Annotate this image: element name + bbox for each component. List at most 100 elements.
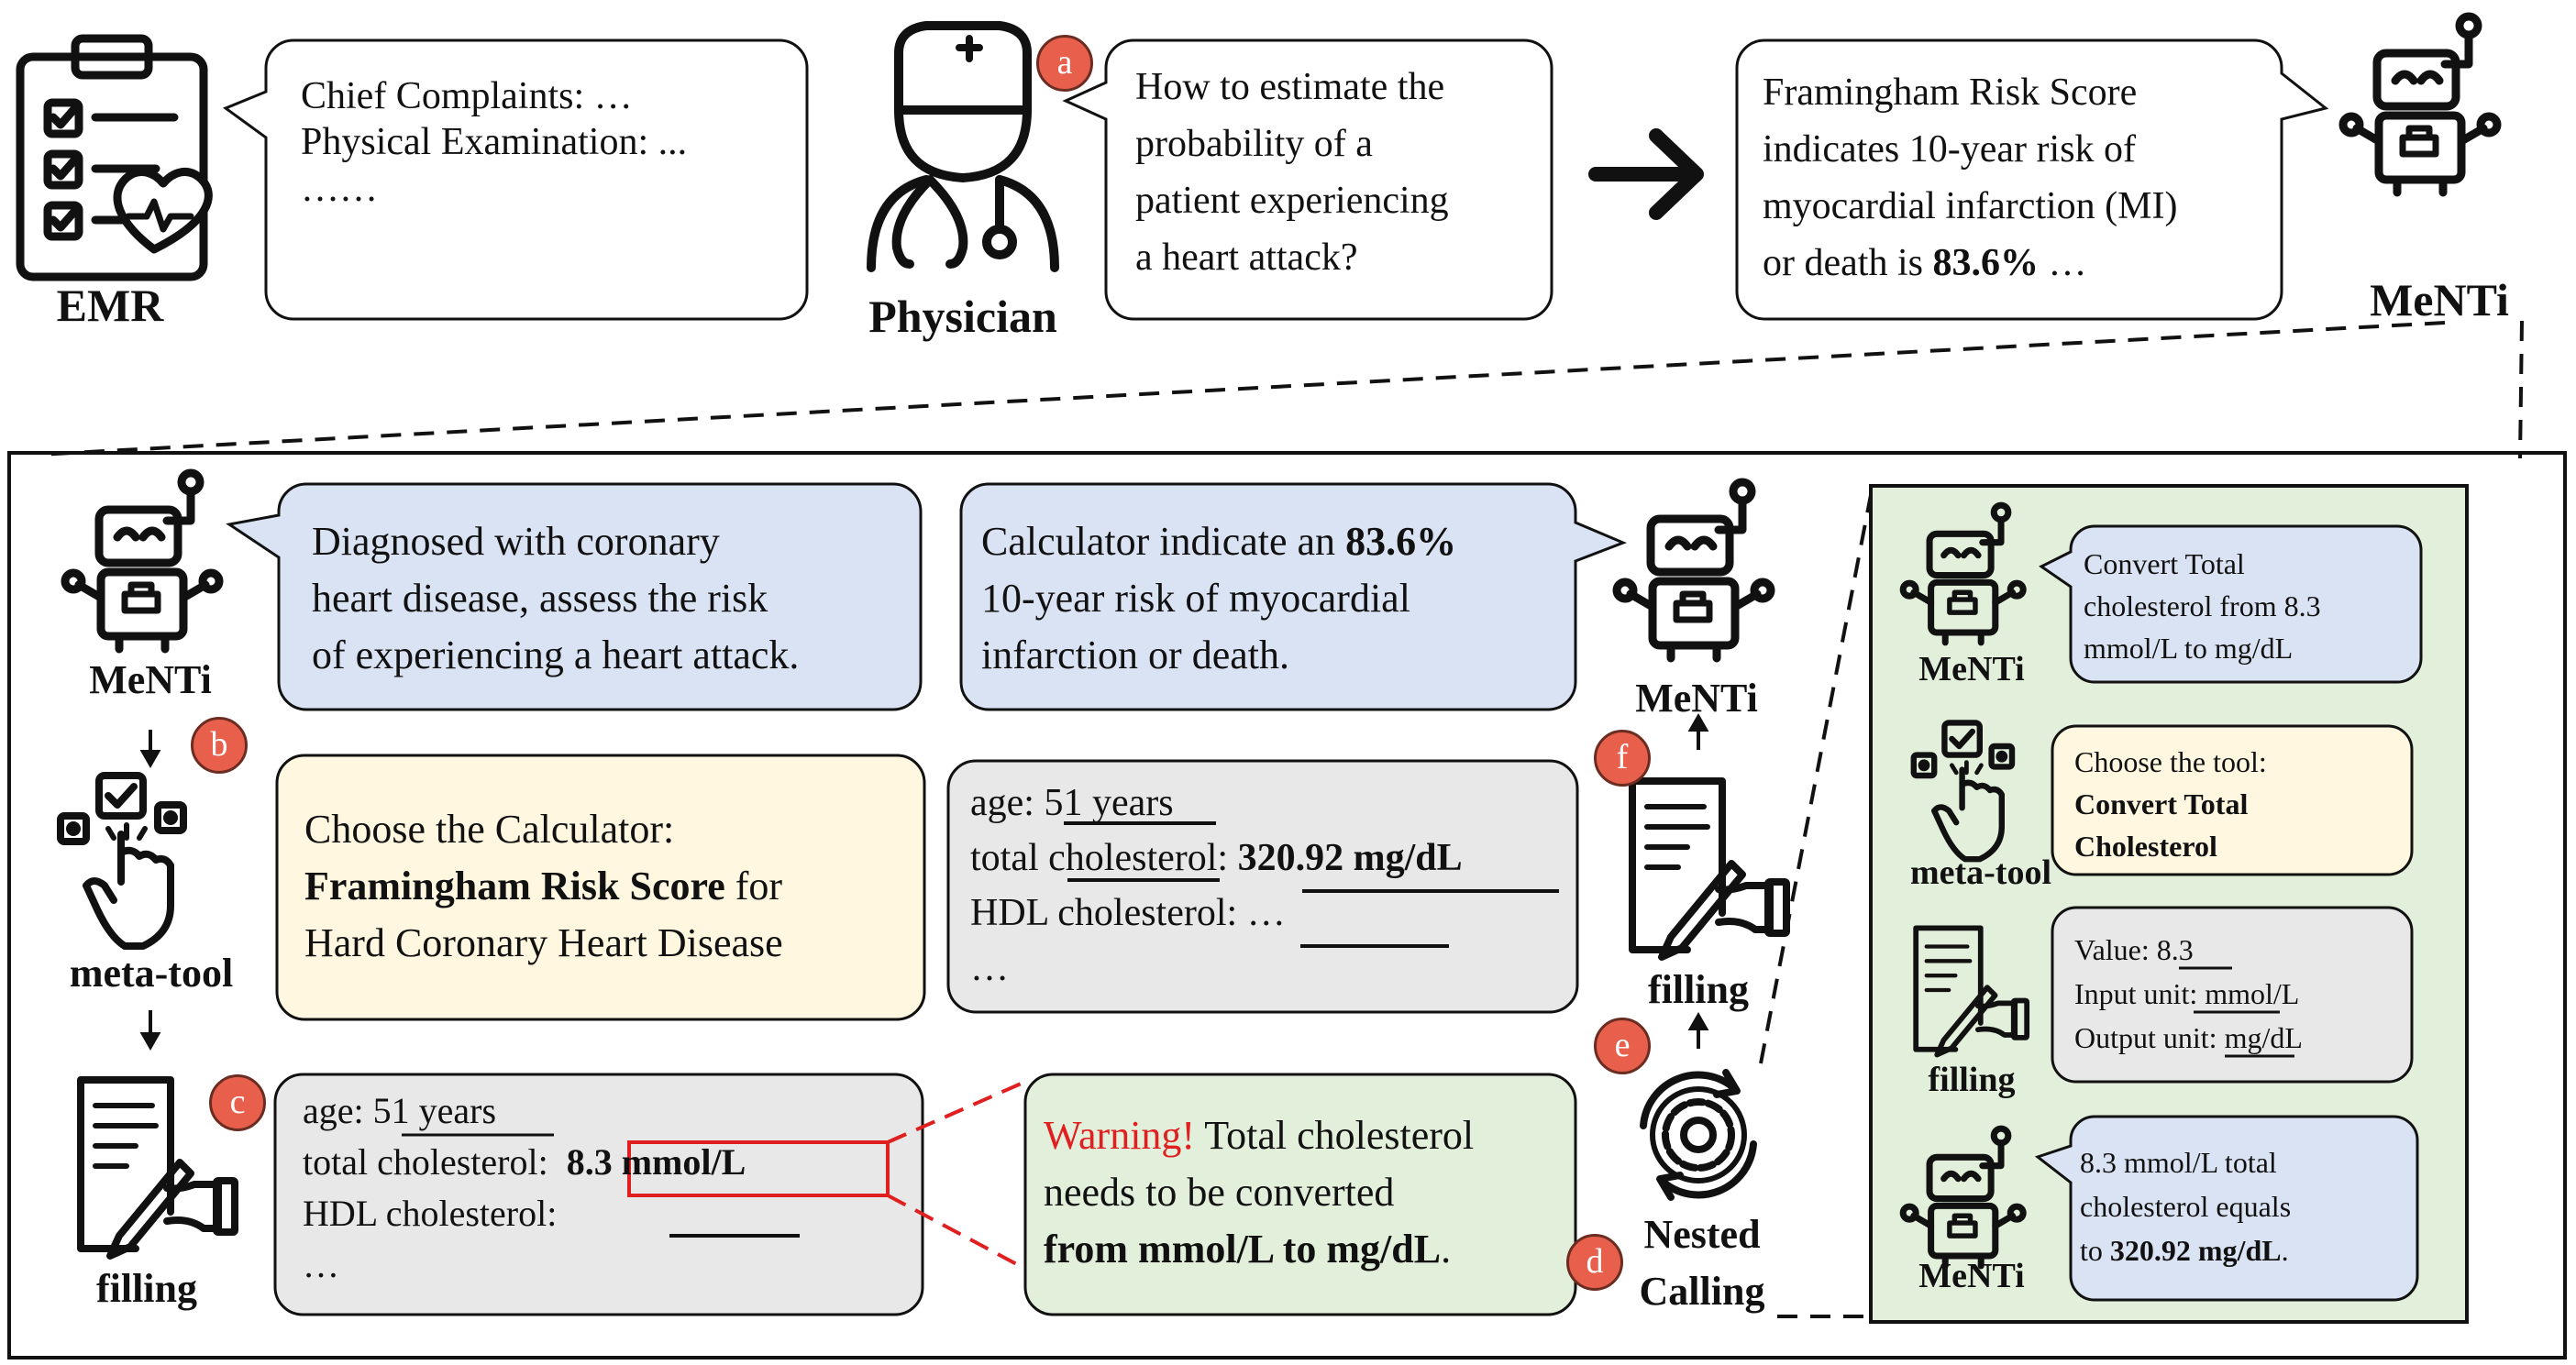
warning-line: from mmol/L to mg/dL. [1044,1221,1474,1278]
output-unit-row: Output unit: mg/dL [2074,1016,2303,1060]
main-frame [7,451,2567,1359]
chol-label: total cholesterol: [970,837,1238,879]
flow-arrow [1687,712,1709,1049]
output-unit-label: Output unit: [2074,1021,2225,1054]
emr-bubble-shape [222,39,809,321]
filling-label: filling [1928,1061,2016,1099]
filling-icon [1632,781,1786,957]
question-line: patient experiencing [1135,180,1449,222]
nested-calling-line: Nested [1643,1212,1761,1257]
meta-tool-icon [61,776,183,946]
physician-icon [867,21,1059,272]
fill-more: … [303,1244,339,1285]
result-text: Calculator indicate an 83.6% 10-year ris… [981,513,1456,684]
nested-result-end: . [2281,1234,2289,1267]
menti-label: MeNTi [2370,274,2509,325]
calculator-name: Framingham Risk Score [304,864,725,908]
nested-calling-label: Nested Calling [1610,1206,1794,1320]
menti-label: MeNTi [1918,650,2025,688]
result-bubble-shape [959,482,1628,711]
menti-label: MeNTi [1635,676,1758,721]
convert-request-text: Convert Total cholesterol from 8.3 mmol/… [2084,543,2321,669]
step-badge-d: d [1566,1234,1623,1291]
connector-line [887,1080,1026,1271]
warning-bubble [1023,1073,1577,1316]
nested-result-prefix: to [2080,1234,2110,1267]
hdl-value: … [1246,892,1286,934]
choose-calculator-bubble [275,754,926,1021]
answer-prefix: or death is [1763,242,1933,284]
warning-end: . [1441,1227,1452,1271]
menti-robot-icon [2343,17,2497,193]
emr-line: Chief Complaints: … [301,75,633,117]
underline [1064,821,1559,948]
emr-bubble-text: Chief Complaints: … Physical Examination… [301,73,687,212]
zoom-line [38,320,2524,459]
input-unit-label: Input unit: [2074,977,2206,1010]
flow-arrow [139,730,161,1051]
convert-line: Convert Total [2084,547,2245,580]
warning-bold: from mmol/L to mg/dL [1044,1227,1442,1271]
emr-line: Physical Examination: ... [301,121,688,164]
emr-clipboard-icon [16,34,213,281]
fill-chol-row: total cholesterol: 8.3 mmol/L [303,1137,746,1188]
nested-calling-gear-icon [1643,1073,1753,1197]
choose-tool-line: Choose the tool: [2074,745,2267,778]
filling-label: filling [95,1266,198,1311]
choose-calc-line: Choose the Calculator: [304,807,675,852]
fill-hdl-row: HDL cholesterol: [303,1188,746,1239]
fill-age-row: age: 51 years [970,776,1463,831]
step-badge-b: b [191,717,248,774]
value-value: 8.3 [2156,933,2194,966]
choose-calc-line: Hard Coronary Heart Disease [304,920,783,965]
question-line: How to estimate the [1135,66,1445,108]
hdl-label: HDL cholesterol: [970,892,1247,934]
chol-value: 320.92 mg/dL [1237,837,1463,879]
warning-line: Warning! Total cholesterol [1044,1107,1474,1164]
nested-result-text: 8.3 mmol/L total cholesterol equals to 3… [2080,1140,2291,1272]
meta-tool-label: meta-tool [1909,853,2052,892]
question-text: How to estimate the probability of a pat… [1135,59,1449,286]
age-value: 51 years [372,1090,497,1131]
nested-filling-bubble [2051,906,2414,1084]
choose-tool-text: Choose the tool: Convert Total Cholester… [2074,741,2267,867]
value-row: Value: 8.3 [2074,928,2303,972]
output-unit-value: mg/dL [2224,1021,2303,1054]
diagnosis-text: Diagnosed with coronary heart disease, a… [312,513,799,684]
age-value: 51 years [1044,782,1174,824]
answer-line: or death is 83.6% … [1763,235,2177,292]
input-unit-value: mmol/L [2205,977,2300,1010]
age-label: age: [970,782,1045,824]
warning-word: Warning! [1044,1113,1196,1158]
chol-value: 8.3 mmol/L [566,1141,746,1183]
physician-label: Physician [868,291,1057,342]
answer-bubble-shape [1735,39,2329,321]
question-bubble-shape [1062,39,1553,321]
menti-label: MeNTi [1918,1257,2025,1295]
nested-result-line: 8.3 mmol/L total [2080,1146,2277,1179]
nested-result-line: cholesterol equals [2080,1190,2292,1223]
tool-name: Convert Total [2074,787,2249,820]
diagnosis-line: heart disease, assess the risk [312,576,768,621]
diagnosis-line: Diagnosed with coronary [312,519,720,564]
warning-text: Warning! Total cholesterol needs to be c… [1044,1107,1474,1278]
tool-name: Cholesterol [2074,830,2217,863]
nested-result-value: 320.92 mg/dL [2109,1234,2282,1267]
filling-2-text: age: 51 years total cholesterol: 320.92 … [970,776,1463,996]
answer-line: myocardial infarction (MI) [1763,185,2178,227]
convert-line: cholesterol from 8.3 [2084,589,2321,622]
diagnosis-line: of experiencing a heart attack. [312,633,800,677]
result-prefix: Calculator indicate an [981,519,1346,564]
warning-rest: Total cholesterol [1195,1113,1475,1158]
zoom-line [1759,494,1873,1318]
highlight-box [627,1140,890,1197]
result-line: Calculator indicate an 83.6% [981,513,1456,570]
question-line: probability of a [1135,123,1373,165]
filling-label: filling [1647,967,1750,1012]
step-badge-e: e [1594,1018,1651,1074]
convert-request-bubble [2039,524,2423,684]
diagnosis-bubble-shape [226,482,923,711]
fill-chol-row: total cholesterol: 320.92 mg/dL [970,831,1463,886]
emr-label: EMR [56,280,164,331]
